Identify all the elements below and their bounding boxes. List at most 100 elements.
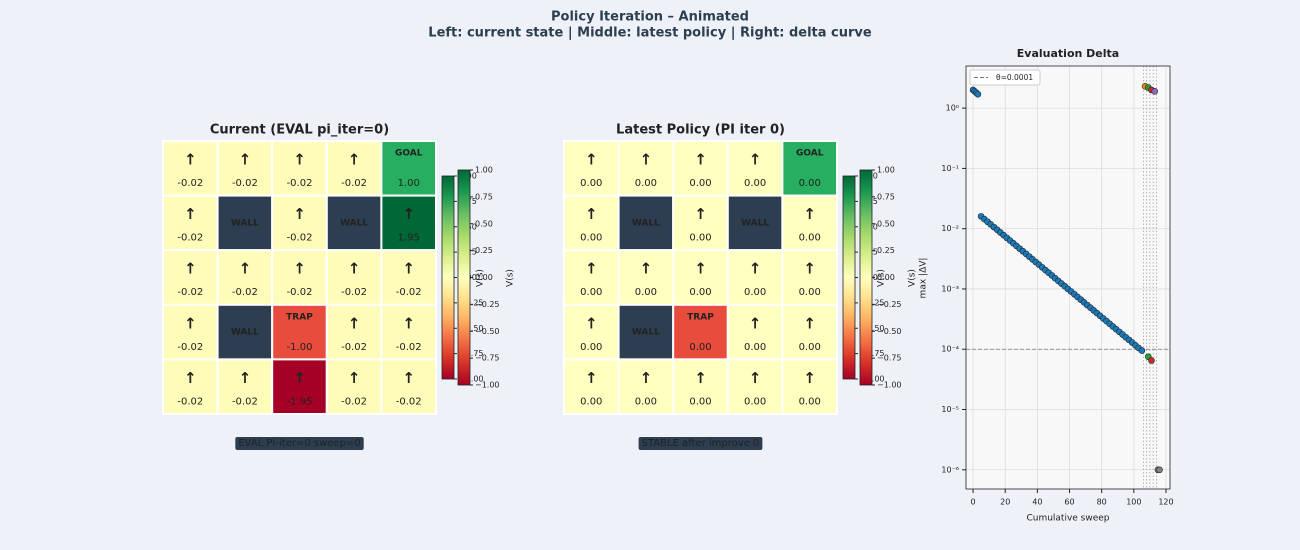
cell-value: 0.00 — [744, 287, 766, 298]
policy-arrow: ↑ — [239, 369, 252, 387]
policy-arrow: ↑ — [694, 205, 707, 223]
cell-value: 0.00 — [799, 178, 821, 189]
colorbar-label: V(s) — [506, 269, 516, 287]
grid-cell — [672, 303, 729, 361]
grid-cell — [162, 194, 219, 252]
data-point — [1156, 466, 1163, 474]
policy-arrow: ↑ — [585, 151, 598, 169]
cell-value: 0.00 — [635, 396, 657, 407]
cell-value: 0.00 — [580, 396, 602, 407]
panel-title: Latest Policy (PI iter 0) — [616, 123, 785, 138]
policy-arrow: ↑ — [749, 369, 762, 387]
x-axis-label: Cumulative sweep — [1026, 514, 1109, 524]
cell-label: WALL — [231, 218, 259, 228]
y-tick-label: 10⁻⁵ — [941, 405, 959, 414]
colorbar-tick-label: 0.75 — [475, 192, 493, 201]
cell-value: 0.00 — [580, 233, 602, 244]
colorbar — [441, 175, 455, 380]
legend-label: θ=0.0001 — [996, 73, 1033, 82]
colorbar-tick-label: 0.75 — [877, 192, 895, 201]
y-tick-label: 10⁻¹ — [941, 164, 959, 173]
cell-value: -0.02 — [177, 178, 203, 189]
grid-cell — [563, 249, 620, 306]
grid-cell — [271, 194, 328, 252]
grid-cell — [563, 140, 620, 197]
cell-value: -0.02 — [232, 178, 258, 189]
policy-arrow: ↑ — [348, 369, 361, 387]
y-tick-label: 10⁻⁴ — [941, 345, 959, 354]
y-axis-label: max |ΔV| — [919, 258, 929, 299]
policy-arrow: ↑ — [585, 314, 598, 332]
x-tick-label: 40 — [1032, 498, 1042, 507]
cell-value: -0.02 — [232, 396, 258, 407]
cell-value: 0.00 — [689, 342, 711, 353]
colorbar-label: V(s) — [908, 269, 918, 287]
cell-value: -0.02 — [341, 287, 367, 298]
grid-cell — [162, 140, 219, 197]
colorbar-tick-label: −1.00 — [459, 375, 484, 384]
cell-value: -0.02 — [287, 178, 313, 189]
cell-label: TRAP — [286, 312, 313, 322]
status-box — [638, 437, 763, 450]
panel-title: Current (EVAL pi_iter=0) — [210, 123, 389, 138]
cell-label: WALL — [632, 218, 660, 228]
cell-label: WALL — [632, 328, 660, 338]
colorbar-tick-label: 0.25 — [475, 246, 493, 255]
colorbar-tick-label: −1.00 — [877, 381, 902, 390]
policy-arrow: ↑ — [348, 314, 361, 332]
cell-value: -1.00 — [287, 342, 313, 353]
colorbar-tick-label: 0.00 — [475, 273, 493, 282]
cell-value: 0.00 — [635, 287, 657, 298]
policy-arrow: ↑ — [694, 369, 707, 387]
cell-label: WALL — [741, 218, 769, 228]
grid-cell — [781, 303, 839, 361]
policy-arrow: ↑ — [803, 369, 816, 387]
colorbar-tick-label: −0.25 — [459, 298, 484, 307]
grid-cell — [726, 249, 784, 306]
policy-arrow: ↑ — [239, 260, 252, 278]
grid-cell — [672, 358, 729, 415]
cell-value: -0.02 — [341, 178, 367, 189]
grid-cell — [726, 358, 784, 415]
policy-arrow: ↑ — [694, 151, 707, 169]
policy-arrow: ↑ — [402, 369, 415, 387]
policy-arrow: ↑ — [640, 260, 653, 278]
policy-arrow: ↑ — [293, 205, 306, 223]
cell-value: 1.00 — [398, 178, 420, 189]
cell-value: 0.00 — [580, 342, 602, 353]
colorbar-tick-label: −0.50 — [877, 327, 902, 336]
grid-cell — [563, 303, 620, 361]
policy-arrow: ↑ — [585, 369, 598, 387]
policy-arrow: ↑ — [184, 260, 197, 278]
x-tick-label: 120 — [1158, 498, 1173, 507]
cell-value: 0.00 — [689, 396, 711, 407]
cell-value: 0.00 — [799, 233, 821, 244]
colorbar — [842, 175, 856, 380]
cell-value: 0.00 — [689, 287, 711, 298]
data-point — [1138, 347, 1146, 354]
cell-value: 0.00 — [689, 233, 711, 244]
cell-value: 0.00 — [799, 396, 821, 407]
policy-arrow: ↑ — [585, 260, 598, 278]
status-box — [235, 437, 364, 450]
y-tick-label: 10⁻³ — [941, 284, 959, 293]
cell-value: 0.00 — [689, 178, 711, 189]
policy-arrow: ↑ — [402, 205, 415, 223]
policy-arrow: ↑ — [184, 369, 197, 387]
grid-cell — [216, 358, 274, 415]
policy-arrow: ↑ — [749, 314, 762, 332]
policy-arrow: ↑ — [640, 369, 653, 387]
plot-area — [966, 66, 1170, 489]
cell-value: -0.02 — [287, 233, 313, 244]
grid-cell — [216, 249, 274, 306]
data-point — [974, 90, 982, 98]
grid-cell — [781, 140, 839, 197]
grid-cell — [380, 303, 437, 361]
colorbar-tick-label: −0.25 — [877, 300, 902, 309]
colorbar-tick-label: −0.75 — [475, 354, 500, 363]
cell-value: 0.00 — [799, 342, 821, 353]
x-tick-label: 80 — [1097, 498, 1107, 507]
policy-arrow: ↑ — [184, 205, 197, 223]
colorbar-tick-label: −0.75 — [877, 354, 902, 363]
